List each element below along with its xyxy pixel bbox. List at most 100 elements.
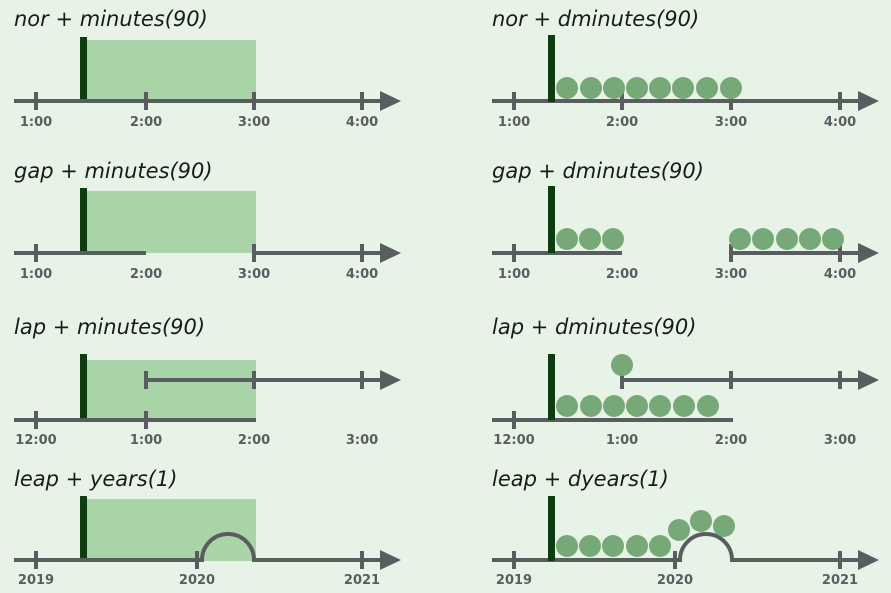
start-marker [80,496,87,561]
added-duration-span [84,191,256,253]
tick-label: 2021 [344,573,380,588]
panel-nor-dminutes: nor + dminutes(90) 1:00 2:00 3:00 4:00 [492,7,879,130]
start-marker [548,35,555,102]
tick-label: 1:00 [498,267,530,282]
duration-dot [776,228,798,250]
tick-label: 4:00 [824,115,856,130]
duration-dot [556,535,578,557]
axis-arrow-icon [858,370,879,390]
tick-label: 2:00 [130,115,162,130]
duration-dot [649,77,671,99]
panel-lap-dminutes: lap + dminutes(90) 12:00 1:00 2:00 3:00 [492,315,879,448]
duration-dot [729,228,751,250]
duration-dot [556,228,578,250]
duration-dot [626,535,648,557]
start-marker [80,188,87,253]
start-marker [80,354,87,420]
duration-dot [668,519,690,541]
panel-leap-years: leap + years(1) 2019 2020 2021 [14,467,401,588]
tick-label: 3:00 [346,433,378,448]
tick-label: 12:00 [15,433,56,448]
duration-dot [602,228,624,250]
panel-title: gap + dminutes(90) [492,159,704,183]
axis-arrow-icon [380,550,401,570]
duration-dot [696,77,718,99]
axis-arrow-icon [858,243,879,263]
panel-title: nor + dminutes(90) [492,7,699,31]
added-duration-span [84,360,256,420]
duration-dot [580,77,602,99]
panel-nor-minutes: nor + minutes(90) 1:00 2:00 3:00 4:00 [14,7,401,130]
duration-dot [649,535,671,557]
duration-dot [602,535,624,557]
duration-dot [556,395,578,417]
duration-dot [611,354,633,376]
duration-dot [799,228,821,250]
panel-title: lap + dminutes(90) [492,315,696,339]
duration-dot [626,77,648,99]
tick-label: 2:00 [238,433,270,448]
tick-label: 1:00 [20,115,52,130]
tick-label: 4:00 [346,115,378,130]
duration-dot [603,77,625,99]
tick-label: 2:00 [130,267,162,282]
timeline-axis-with-leap-day-bump [14,532,382,562]
duration-dot [822,228,844,250]
timeline-axis-with-leap-day-bump [492,532,860,562]
panel-gap-minutes: gap + minutes(90) 1:00 2:00 3:00 4:00 [14,159,401,282]
duration-dot [752,228,774,250]
tick-label: 3:00 [715,267,747,282]
panel-gap-dminutes: gap + dminutes(90) 1:00 2:00 3:00 4:00 [492,159,879,282]
tick-label: 2:00 [606,267,638,282]
axis-arrow-icon [380,370,401,390]
tick-label: 12:00 [493,433,534,448]
tick-label: 3:00 [824,433,856,448]
tick-label: 2020 [179,573,215,588]
duration-dot [697,395,719,417]
panel-title: nor + minutes(90) [14,7,208,31]
duration-dot [579,228,601,250]
axis-arrow-icon [858,550,879,570]
duration-dot [626,395,648,417]
panel-title: leap + dyears(1) [492,467,669,491]
duration-dot [579,535,601,557]
duration-dot [556,77,578,99]
tick-label: 4:00 [824,267,856,282]
start-marker [80,37,87,102]
duration-dot [720,77,742,99]
tick-label: 1:00 [130,433,162,448]
panel-leap-dyears: leap + dyears(1) 2019 2020 2021 [492,467,879,588]
duration-dot [580,395,602,417]
panel-lap-minutes: lap + minutes(90) 12:00 1:00 2:00 3:00 [14,315,401,448]
tick-label: 2021 [822,573,858,588]
duration-dot [690,510,712,532]
start-marker [548,496,555,561]
tick-label: 2019 [18,573,54,588]
start-marker [548,354,555,420]
panel-title: gap + minutes(90) [14,159,213,183]
tick-label: 1:00 [606,433,638,448]
duration-dot [603,395,625,417]
added-duration-span [84,499,256,561]
start-marker [548,186,555,253]
tick-label: 1:00 [498,115,530,130]
tick-label: 2020 [657,573,693,588]
tick-label: 2:00 [715,433,747,448]
tick-label: 2019 [496,573,532,588]
duration-dot [672,77,694,99]
duration-dot [649,395,671,417]
panel-title: lap + minutes(90) [14,315,205,339]
tick-label: 1:00 [20,267,52,282]
tick-label: 3:00 [238,115,270,130]
axis-arrow-icon [380,243,401,263]
added-duration-span [84,40,256,102]
tick-label: 4:00 [346,267,378,282]
panel-title: leap + years(1) [14,467,177,491]
axis-arrow-icon [380,91,401,111]
duration-dot [673,395,695,417]
tick-label: 2:00 [606,115,638,130]
axis-arrow-icon [858,91,879,111]
duration-dot [713,515,735,537]
tick-label: 3:00 [238,267,270,282]
